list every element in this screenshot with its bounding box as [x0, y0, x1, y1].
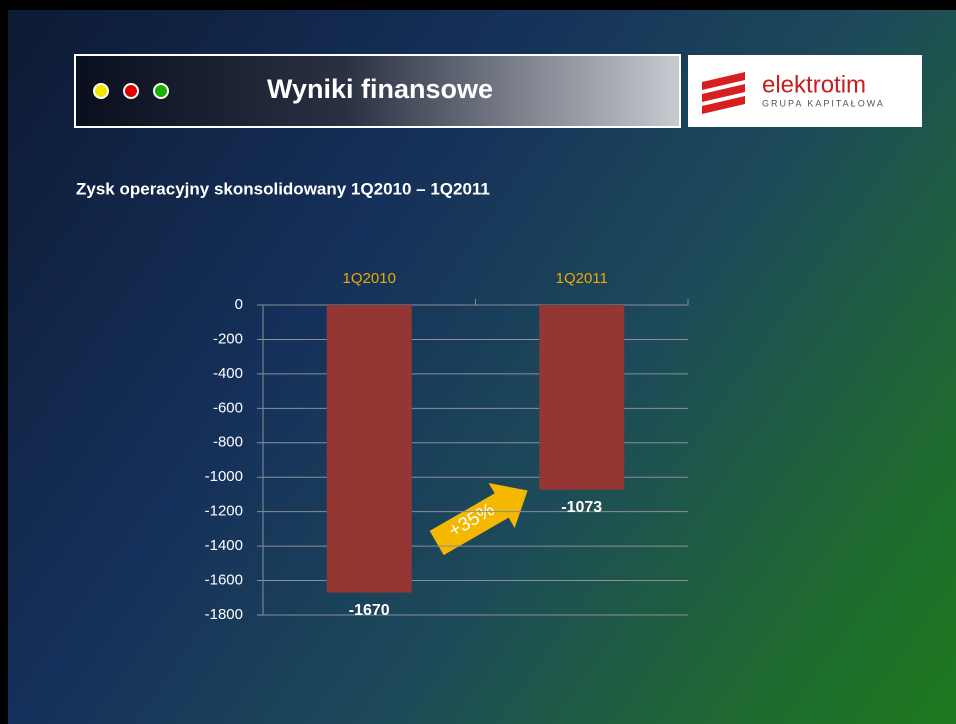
y-tick-label: -200 [213, 330, 243, 347]
logo-subtitle: GRUPA KAPITAŁOWA [762, 98, 885, 108]
y-tick-label: -1200 [205, 503, 243, 520]
value-label: -1670 [349, 602, 390, 619]
logo-text: elektrotim [762, 71, 866, 98]
dot [123, 83, 139, 99]
value-label: -1073 [561, 499, 602, 516]
header-bar [74, 54, 681, 128]
header-title: Wyniki finansowe [267, 74, 493, 104]
y-tick-label: -1400 [205, 537, 243, 554]
background [8, 10, 956, 724]
chart-title: Zysk operacyjny skonsolidowany 1Q2010 – … [76, 179, 490, 198]
y-tick-label: -1800 [205, 606, 243, 623]
y-tick-label: -1600 [205, 572, 243, 589]
dot [153, 83, 169, 99]
dot [93, 83, 109, 99]
x-tick-label: 1Q2010 [343, 270, 396, 287]
y-tick-label: 0 [235, 296, 243, 313]
x-tick-label: 1Q2011 [556, 270, 608, 287]
y-tick-label: -800 [213, 434, 243, 451]
y-tick-label: -400 [213, 365, 243, 382]
bar [326, 305, 412, 593]
y-tick-label: -1000 [205, 468, 243, 485]
logo-icon [702, 72, 745, 114]
bar [539, 305, 625, 490]
y-tick-label: -600 [213, 399, 243, 416]
annotation-arrow [429, 482, 528, 556]
